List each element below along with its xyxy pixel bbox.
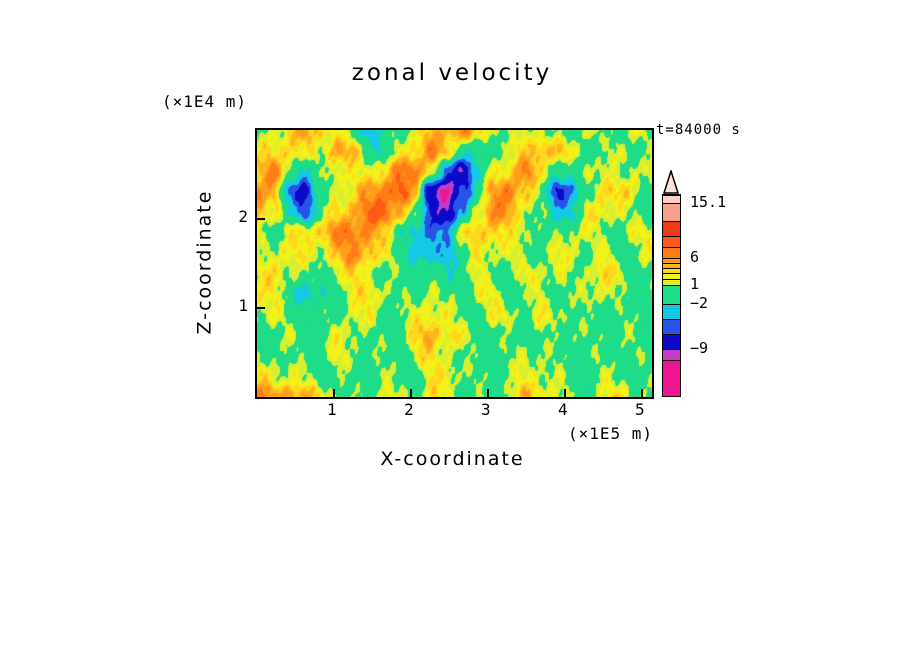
colorbar-segment xyxy=(663,247,680,258)
colorbar-label: 6 xyxy=(690,248,700,266)
y-axis-label-wrap: Z-coordinate xyxy=(188,128,220,395)
x-tick-mark xyxy=(640,389,643,397)
y-tick-label: 1 xyxy=(238,296,248,315)
colorbar-label: −2 xyxy=(690,294,709,312)
x-tick-label: 2 xyxy=(403,400,414,419)
colorbar-bar xyxy=(662,194,681,397)
x-tick-mark xyxy=(409,389,412,397)
colorbar-segment xyxy=(663,360,680,396)
colorbar-segment xyxy=(663,349,680,360)
y-tick-mark xyxy=(257,307,265,309)
y-axis-label: Z-coordinate xyxy=(193,189,215,334)
colorbar-segment xyxy=(663,279,680,285)
time-annotation: t=84000 s xyxy=(656,122,741,138)
colorbar-segment xyxy=(663,273,680,279)
colorbar xyxy=(662,170,681,397)
colorbar-label: 1 xyxy=(690,275,700,293)
x-axis-label: X-coordinate xyxy=(380,448,525,470)
chart-title: zonal velocity xyxy=(351,60,553,86)
x-tick-mark xyxy=(332,389,335,397)
colorbar-segment xyxy=(663,263,680,268)
colorbar-segment xyxy=(663,334,680,349)
x-tick-labels: 1 2 3 4 5 xyxy=(255,400,650,420)
colorbar-arrow-icon xyxy=(662,170,680,194)
colorbar-segment xyxy=(663,268,680,273)
x-tick-label: 4 xyxy=(557,400,568,419)
colorbar-segment xyxy=(663,195,680,203)
y-axis-unit-label: (×1E4 m) xyxy=(162,92,248,111)
colorbar-segment xyxy=(663,203,680,221)
colorbar-labels: −9 −2 1 6 15.1 xyxy=(690,193,736,395)
heatmap-canvas xyxy=(257,130,652,397)
colorbar-segment xyxy=(663,236,680,247)
x-tick-mark xyxy=(563,389,566,397)
colorbar-segment xyxy=(663,258,680,263)
x-tick-mark xyxy=(486,389,489,397)
colorbar-segment xyxy=(663,304,680,319)
x-tick-label: 3 xyxy=(480,400,491,419)
colorbar-segment xyxy=(663,319,680,334)
y-tick-mark xyxy=(257,218,265,220)
x-tick-label: 1 xyxy=(326,400,337,419)
colorbar-segment xyxy=(663,221,680,236)
x-tick-label: 5 xyxy=(634,400,645,419)
y-tick-label: 2 xyxy=(238,207,248,226)
colorbar-label: 15.1 xyxy=(690,193,727,211)
heatmap-plot-area xyxy=(255,128,654,399)
colorbar-segment xyxy=(663,285,680,304)
x-axis-unit-label: (×1E5 m) xyxy=(568,424,654,443)
colorbar-label: −9 xyxy=(690,339,709,357)
